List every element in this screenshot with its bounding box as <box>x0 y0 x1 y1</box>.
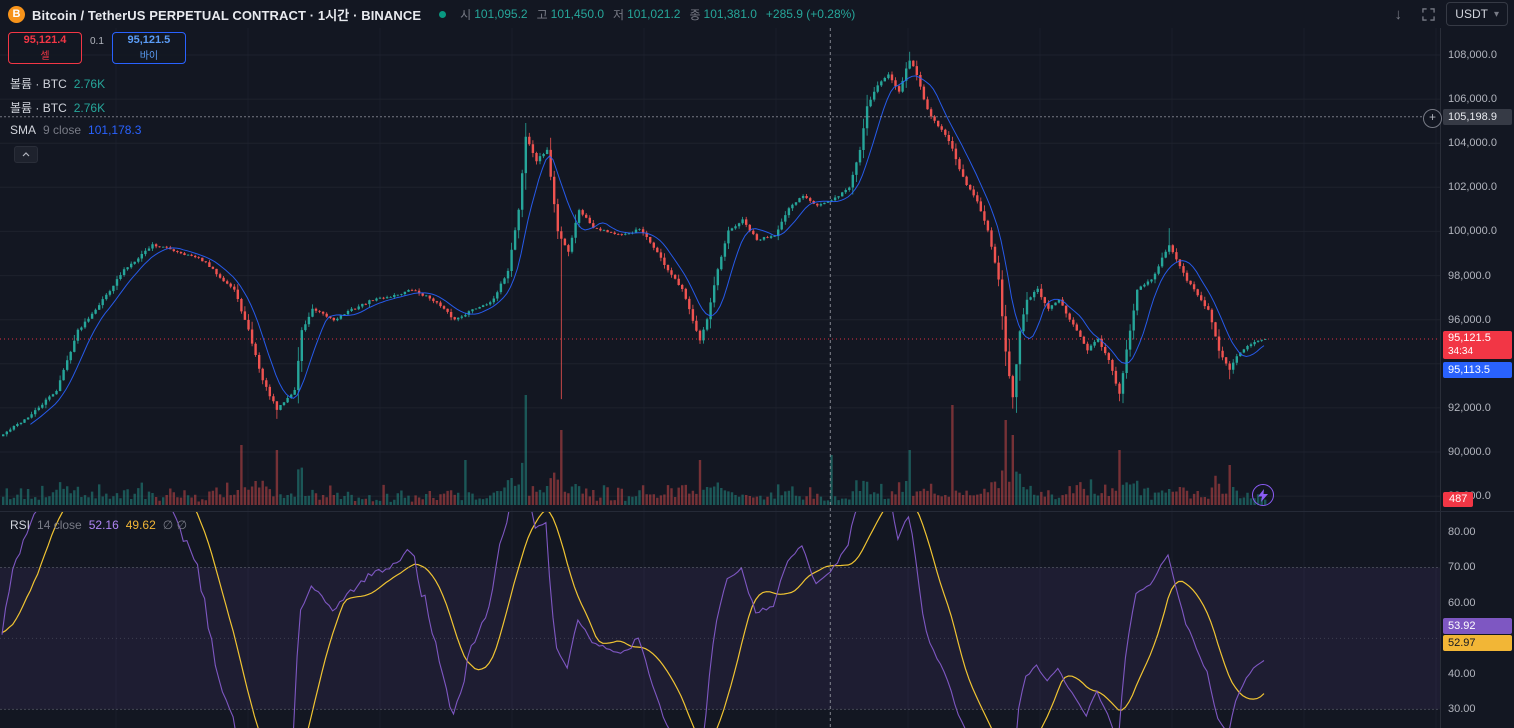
price-tick: 90,000.0 <box>1448 446 1491 458</box>
price-tick: 102,000.0 <box>1448 181 1497 193</box>
rsi-legend[interactable]: RSI 14 close 52.16 49.62 ∅ ∅ <box>10 518 187 532</box>
quick-trade-button[interactable] <box>1252 484 1274 506</box>
pane-separator[interactable] <box>0 511 1514 512</box>
sma-legend[interactable]: SMA 9 close 101,178.3 <box>10 123 141 137</box>
low-value: 101,021.2 <box>627 7 681 21</box>
rsi-tick: 70.00 <box>1448 561 1476 573</box>
arrow-down-icon: ↓ <box>1394 5 1403 23</box>
rsi-tick: 40.00 <box>1448 668 1476 680</box>
bid-price-label: 95,113.5 <box>1443 362 1512 378</box>
fullscreen-button[interactable] <box>1416 2 1440 26</box>
last-price-value: 95,121.5 <box>1448 332 1491 344</box>
candlestick-chart[interactable] <box>0 28 1440 728</box>
price-tick: 98,000.0 <box>1448 270 1491 282</box>
rsi-value: 52.16 <box>88 518 119 532</box>
buy-label: 바이 <box>139 51 159 62</box>
legend-value: 101,178.3 <box>88 123 142 137</box>
bitcoin-icon: B <box>8 5 25 23</box>
trade-widget: 95,121.4 셀 0.1 95,121.5 바이 <box>8 32 186 64</box>
chevron-down-icon: ▾ <box>1493 8 1499 20</box>
last-price-label: 95,121.5 34:34 <box>1443 331 1512 359</box>
price-tick: 96,000.0 <box>1448 314 1491 326</box>
currency-value: USDT <box>1455 7 1488 21</box>
chevron-up-icon <box>22 152 30 157</box>
legend-params: 9 close <box>43 123 82 137</box>
rsi-ma-value-label: 52.97 <box>1443 635 1512 651</box>
rsi-tick: 80.00 <box>1448 526 1476 538</box>
fullscreen-icon <box>1422 7 1435 21</box>
collapse-legends-button[interactable] <box>14 146 38 163</box>
top-toolbar: B Bitcoin / TetherUS PERPETUAL CONTRACT … <box>0 0 1514 28</box>
open-label: 시 <box>460 7 472 22</box>
rsi-ma-value: 49.62 <box>125 518 156 532</box>
price-tick: 92,000.0 <box>1448 402 1491 414</box>
symbol-title[interactable]: Bitcoin / TetherUS PERPETUAL CONTRACT · … <box>32 7 422 23</box>
currency-dropdown[interactable]: USDT ▾ <box>1446 2 1508 26</box>
add-alert-button[interactable]: + <box>1423 109 1442 128</box>
rsi-tick: 30.00 <box>1448 703 1476 715</box>
scroll-to-recent-button[interactable]: ↓ <box>1386 2 1410 26</box>
legend-value: 2.76K <box>73 76 106 91</box>
legend-label: 볼륨 · BTC <box>10 77 67 91</box>
rsi-tick: 60.00 <box>1448 597 1476 609</box>
legend-label: SMA <box>10 123 37 137</box>
sell-label: 셀 <box>40 51 50 62</box>
spread-value: 0.1 <box>90 36 104 47</box>
ohlc-values: 시 101,095.2 고 101,450.0 저 101,021.2 종 10… <box>460 6 855 23</box>
buy-price: 95,121.5 <box>127 34 171 46</box>
lightning-icon <box>1258 488 1268 502</box>
legend-value: 2.76K <box>73 100 106 115</box>
close-value: 101,381.0 <box>703 7 757 21</box>
volume-legend-2[interactable]: 볼륨 · BTC 2.76K <box>10 99 105 116</box>
empty-set-icons: ∅ ∅ <box>162 518 188 532</box>
market-open-dot <box>439 10 447 18</box>
sell-button[interactable]: 95,121.4 셀 <box>8 32 82 64</box>
price-tick: 108,000.0 <box>1448 49 1497 61</box>
high-value: 101,450.0 <box>550 7 605 21</box>
bar-countdown: 34:34 <box>1448 346 1474 357</box>
rsi-value-label: 53.92 <box>1443 618 1512 634</box>
sell-price: 95,121.4 <box>23 34 67 46</box>
change-value: +285.9 (+0.28%) <box>765 7 856 21</box>
volume-legend-1[interactable]: 볼륨 · BTC 2.76K <box>10 75 105 92</box>
price-tick: 106,000.0 <box>1448 93 1497 105</box>
legend-label: RSI <box>10 518 31 532</box>
open-value: 101,095.2 <box>474 7 528 21</box>
legend-params: 14 close <box>37 518 82 532</box>
close-label: 종 <box>689 7 701 22</box>
volume-value-label: 487 <box>1443 492 1474 507</box>
buy-button[interactable]: 95,121.5 바이 <box>111 32 186 64</box>
tracked-price-label: 105,198.9 <box>1443 109 1512 125</box>
price-tick: 100,000.0 <box>1448 225 1497 237</box>
price-scale[interactable]: 105,198.9 95,121.5 34:34 95,113.5 487 53… <box>1440 28 1514 728</box>
legend-label: 볼륨 · BTC <box>10 101 67 115</box>
price-tick: 104,000.0 <box>1448 137 1497 149</box>
high-label: 고 <box>536 7 548 22</box>
low-label: 저 <box>613 7 625 22</box>
